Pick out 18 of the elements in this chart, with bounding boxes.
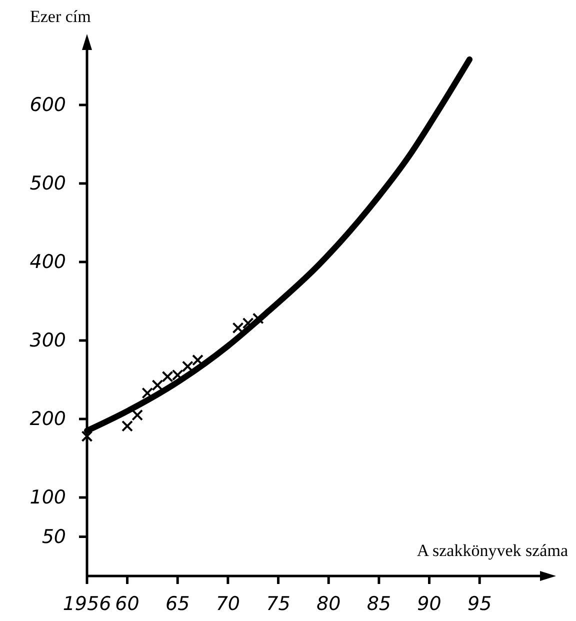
y-tick-label: 100 [30, 486, 66, 509]
y-tick-label: 400 [30, 251, 66, 274]
y-tick-label: 600 [30, 94, 66, 116]
y-tick-label: 300 [30, 330, 66, 352]
x-tick-label: 95 [468, 592, 492, 615]
x-tick-label: 80 [316, 592, 341, 615]
y-tick-label: 200 [30, 408, 66, 430]
y-axis-title: Ezer cím [30, 7, 91, 26]
x-tick-label: 1956 [62, 592, 112, 615]
x-tick-label: 70 [216, 592, 240, 615]
x-axis-title: A szakkönyvek száma [416, 541, 568, 560]
y-tick-label: 50 [42, 526, 66, 548]
x-tick-label: 75 [266, 592, 290, 615]
x-tick-label: 60 [115, 592, 140, 615]
x-tick-label: 85 [366, 592, 392, 615]
x-tick-label: 65 [166, 592, 190, 615]
y-tick-label: 500 [30, 172, 66, 195]
x-tick-label: 90 [417, 592, 442, 615]
